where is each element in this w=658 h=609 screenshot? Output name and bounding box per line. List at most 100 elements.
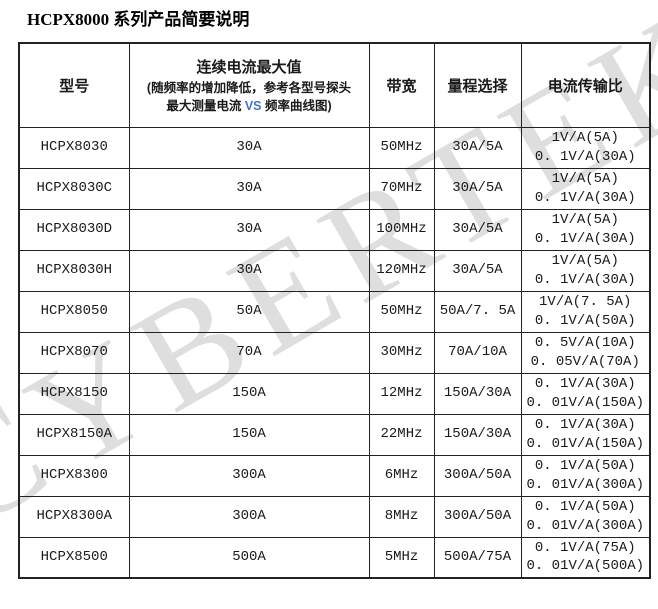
table-row: HCPX8500 500A 5MHz 500A/75A 0. 1V/A(75A) 0. 0…: [18, 536, 651, 579]
bandwidth-cell: 6MHz: [368, 454, 435, 497]
model-cell: HCPX8300: [18, 454, 130, 497]
bandwidth-cell: 8MHz: [368, 495, 435, 538]
max-current-cell: 300A: [128, 454, 370, 497]
bandwidth-cell: 120MHz: [368, 249, 435, 292]
bandwidth-cell: 5MHz: [368, 536, 435, 579]
max-current-cell: 50A: [128, 290, 370, 333]
ratio-cell: 0. 5V/A(10A) 0. 05V/A(70A): [520, 331, 651, 374]
max-current-cell: 30A: [128, 208, 370, 251]
max-current-cell: 300A: [128, 495, 370, 538]
ratio-line2: 0. 01V/A(150A): [526, 394, 645, 411]
range-cell: 150A/30A: [433, 372, 522, 415]
col-header-model: 型号: [18, 42, 130, 128]
range-cell: 30A/5A: [433, 167, 522, 210]
table-row: HCPX8070 70A 30MHz 70A/10A 0. 5V/A(10A) 0. 05…: [18, 331, 651, 374]
col-header-range: 量程选择: [433, 42, 522, 128]
model-cell: HCPX8030D: [18, 208, 130, 251]
model-cell: HCPX8050: [18, 290, 130, 333]
model-cell: HCPX8500: [18, 536, 130, 579]
ratio-line1: 0. 1V/A(30A): [534, 417, 636, 434]
ratio-line2: 0. 01V/A(500A): [526, 558, 645, 575]
max-current-note-line1: (随频率的增加降低，参考各型号探头: [146, 80, 352, 95]
ratio-cell: 1V/A(5A) 0. 1V/A(30A): [520, 126, 651, 169]
ratio-line1: 1V/A(7. 5A): [539, 294, 632, 311]
ratio-line2: 0. 1V/A(30A): [534, 230, 636, 247]
max-current-cell: 500A: [128, 536, 370, 579]
note-line2-suffix: 频率曲线图): [261, 98, 332, 113]
range-cell: 30A/5A: [433, 208, 522, 251]
ratio-line1: 1V/A(5A): [551, 171, 619, 188]
ratio-line1: 1V/A(5A): [551, 253, 619, 270]
table-row: HCPX8050 50A 50MHz 50A/7. 5A 1V/A(7. 5A) 0. 1…: [18, 290, 651, 333]
bandwidth-cell: 100MHz: [368, 208, 435, 251]
table-row: HCPX8150 150A 12MHz 150A/30A 0. 1V/A(30A) 0. …: [18, 372, 651, 415]
col-header-ratio: 电流传输比: [520, 42, 651, 128]
range-cell: 300A/50A: [433, 454, 522, 497]
table-row: HCPX8030H 30A 120MHz 30A/5A 1V/A(5A) 0. 1V/A(…: [18, 249, 651, 292]
ratio-line2: 0. 05V/A(70A): [530, 353, 640, 370]
bandwidth-cell: 12MHz: [368, 372, 435, 415]
range-cell: 150A/30A: [433, 413, 522, 456]
max-current-cell: 30A: [128, 249, 370, 292]
ratio-cell: 1V/A(5A) 0. 1V/A(30A): [520, 208, 651, 251]
range-cell: 70A/10A: [433, 331, 522, 374]
page-title: HCPX8000 系列产品简要说明: [27, 10, 250, 29]
ratio-cell: 0. 1V/A(75A) 0. 01V/A(500A): [520, 536, 651, 579]
ratio-line1: 0. 1V/A(50A): [534, 458, 636, 475]
bandwidth-cell: 70MHz: [368, 167, 435, 210]
ratio-cell: 0. 1V/A(30A) 0. 01V/A(150A): [520, 372, 651, 415]
table-row: HCPX8030C 30A 70MHz 30A/5A 1V/A(5A) 0. 1V/A(3…: [18, 167, 651, 210]
range-cell: 30A/5A: [433, 249, 522, 292]
model-cell: HCPX8070: [18, 331, 130, 374]
range-cell: 500A/75A: [433, 536, 522, 579]
ratio-line1: 1V/A(5A): [551, 212, 619, 229]
model-cell: HCPX8030H: [18, 249, 130, 292]
max-current-cell: 150A: [128, 413, 370, 456]
model-cell: HCPX8030C: [18, 167, 130, 210]
ratio-cell: 1V/A(5A) 0. 1V/A(30A): [520, 167, 651, 210]
range-cell: 30A/5A: [433, 126, 522, 169]
product-spec-table: 型号 连续电流最大值 (随频率的增加降低，参考各型号探头 最大测量电流 VS 频…: [18, 42, 651, 579]
model-cell: HCPX8300A: [18, 495, 130, 538]
ratio-line1: 0. 1V/A(30A): [534, 376, 636, 393]
model-cell: HCPX8150: [18, 372, 130, 415]
ratio-line2: 0. 01V/A(150A): [526, 435, 645, 452]
ratio-cell: 1V/A(5A) 0. 1V/A(30A): [520, 249, 651, 292]
col-header-max-current: 连续电流最大值 (随频率的增加降低，参考各型号探头 最大测量电流 VS 频率曲线…: [128, 42, 370, 128]
range-cell: 50A/7. 5A: [433, 290, 522, 333]
ratio-cell: 0. 1V/A(50A) 0. 01V/A(300A): [520, 454, 651, 497]
ratio-line2: 0. 01V/A(300A): [526, 476, 645, 493]
vs-highlight-text: VS: [244, 98, 262, 113]
bandwidth-cell: 50MHz: [368, 290, 435, 333]
ratio-line2: 0. 1V/A(30A): [534, 271, 636, 288]
ratio-line2: 0. 1V/A(30A): [534, 148, 636, 165]
table-row: HCPX8150A 150A 22MHz 150A/30A 0. 1V/A(30A) 0.…: [18, 413, 651, 456]
model-cell: HCPX8150A: [18, 413, 130, 456]
ratio-line1: 0. 1V/A(75A): [534, 540, 636, 557]
model-cell: HCPX8030: [18, 126, 130, 169]
ratio-cell: 0. 1V/A(30A) 0. 01V/A(150A): [520, 413, 651, 456]
max-current-cell: 70A: [128, 331, 370, 374]
ratio-cell: 0. 1V/A(50A) 0. 01V/A(300A): [520, 495, 651, 538]
max-current-cell: 30A: [128, 126, 370, 169]
ratio-line1: 1V/A(5A): [551, 130, 619, 147]
table-body: HCPX8030 30A 50MHz 30A/5A 1V/A(5A) 0. 1V/A(30…: [18, 126, 651, 579]
table-row: HCPX8030 30A 50MHz 30A/5A 1V/A(5A) 0. 1V/A(30…: [18, 126, 651, 169]
ratio-line1: 0. 5V/A(10A): [534, 335, 636, 352]
max-current-cell: 30A: [128, 167, 370, 210]
bandwidth-cell: 50MHz: [368, 126, 435, 169]
ratio-line2: 0. 1V/A(50A): [534, 312, 636, 329]
ratio-cell: 1V/A(7. 5A) 0. 1V/A(50A): [520, 290, 651, 333]
max-current-cell: 150A: [128, 372, 370, 415]
table-row: HCPX8300A 300A 8MHz 300A/50A 0. 1V/A(50A) 0. …: [18, 495, 651, 538]
bandwidth-cell: 22MHz: [368, 413, 435, 456]
ratio-line2: 0. 01V/A(300A): [526, 517, 645, 534]
note-line2-prefix: 最大测量电流: [166, 98, 245, 113]
ratio-line2: 0. 1V/A(30A): [534, 189, 636, 206]
table-row: HCPX8300 300A 6MHz 300A/50A 0. 1V/A(50A) 0. 0…: [18, 454, 651, 497]
table-row: HCPX8030D 30A 100MHz 30A/5A 1V/A(5A) 0. 1V/A(…: [18, 208, 651, 251]
ratio-line1: 0. 1V/A(50A): [534, 499, 636, 516]
bandwidth-cell: 30MHz: [368, 331, 435, 374]
range-cell: 300A/50A: [433, 495, 522, 538]
